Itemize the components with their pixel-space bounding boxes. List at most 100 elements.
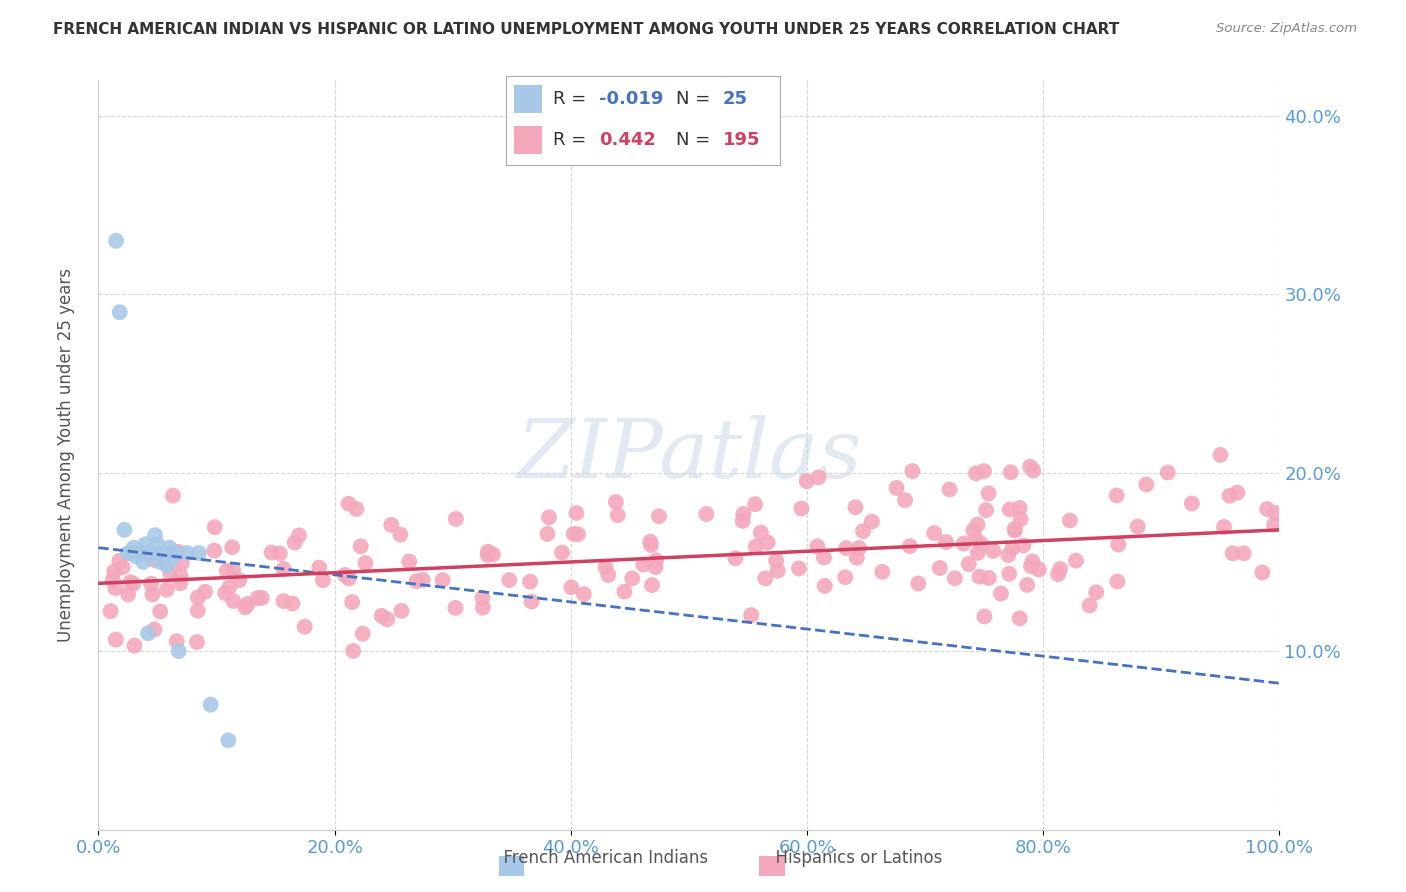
Point <box>204 520 226 534</box>
Point <box>108 554 131 568</box>
Point <box>852 524 875 538</box>
Point <box>633 558 655 572</box>
Point <box>965 467 987 481</box>
Point <box>284 535 307 549</box>
Point <box>572 587 595 601</box>
Point <box>354 556 377 570</box>
Point <box>520 594 543 608</box>
Point <box>744 497 766 511</box>
Point <box>1028 563 1050 577</box>
Point <box>638 534 661 549</box>
Point <box>246 591 269 606</box>
Point <box>1226 485 1249 500</box>
Point <box>613 584 636 599</box>
Point <box>228 573 250 587</box>
Point <box>886 481 908 495</box>
Point <box>103 565 125 579</box>
Point <box>519 574 541 589</box>
Point <box>222 563 245 577</box>
Point <box>132 555 155 569</box>
Point <box>202 543 225 558</box>
Point <box>1012 539 1035 553</box>
Point <box>966 517 988 532</box>
Point <box>560 580 582 594</box>
Point <box>740 608 762 623</box>
Point <box>845 550 868 565</box>
Point <box>156 582 179 597</box>
Point <box>922 526 945 541</box>
Text: N =: N = <box>676 131 716 149</box>
Point <box>966 546 988 560</box>
Point <box>136 626 159 640</box>
Point <box>222 594 245 608</box>
Point <box>1085 585 1108 599</box>
Point <box>1135 477 1157 491</box>
Point <box>1107 574 1129 589</box>
Point <box>120 575 142 590</box>
Point <box>943 571 966 585</box>
Point <box>1010 512 1032 526</box>
Point <box>139 576 162 591</box>
Point <box>160 551 183 566</box>
Point <box>1017 578 1039 592</box>
Point <box>169 569 191 583</box>
Point <box>965 532 987 546</box>
Point <box>641 578 664 592</box>
Point <box>973 464 995 478</box>
Point <box>567 527 589 541</box>
Point <box>894 493 917 508</box>
Text: R =: R = <box>553 90 592 108</box>
Point <box>117 546 139 560</box>
Point <box>621 571 644 585</box>
Text: 0.442: 0.442 <box>599 131 657 149</box>
Point <box>606 508 628 523</box>
Point <box>595 560 617 574</box>
Point <box>806 539 828 553</box>
Point <box>269 546 291 560</box>
Point <box>1105 488 1128 502</box>
Point <box>412 573 434 587</box>
Point <box>998 566 1021 581</box>
Point <box>1219 489 1241 503</box>
Point <box>111 560 134 574</box>
Point <box>104 581 127 595</box>
Point <box>733 507 755 521</box>
Point <box>756 535 779 549</box>
Point <box>754 571 776 585</box>
Point <box>1004 522 1026 536</box>
Point <box>1064 554 1087 568</box>
Point <box>1264 506 1286 520</box>
Point <box>104 632 127 647</box>
Point <box>1019 459 1042 474</box>
Text: R =: R = <box>553 131 592 149</box>
Text: 25: 25 <box>723 90 748 108</box>
Point <box>187 591 209 605</box>
Point <box>218 580 240 594</box>
Point <box>565 506 588 520</box>
Point <box>294 620 316 634</box>
Point <box>848 541 870 555</box>
Point <box>598 567 620 582</box>
Point <box>308 560 330 574</box>
Point <box>170 556 193 570</box>
Point <box>141 587 163 601</box>
Point <box>1008 500 1031 515</box>
Point <box>143 623 166 637</box>
Point <box>990 586 1012 600</box>
Point <box>352 626 374 640</box>
Point <box>952 536 974 550</box>
Point <box>122 541 145 555</box>
Point <box>337 497 360 511</box>
Y-axis label: Unemployment Among Youth under 25 years: Unemployment Among Youth under 25 years <box>56 268 75 642</box>
Bar <box>515 85 541 113</box>
Point <box>1256 502 1278 516</box>
Point <box>536 527 558 541</box>
Point <box>281 597 304 611</box>
Point <box>1107 538 1129 552</box>
Point <box>745 540 768 554</box>
Point <box>1000 465 1022 479</box>
Point <box>970 537 993 551</box>
Point <box>146 551 169 566</box>
Point <box>105 234 128 248</box>
Point <box>149 605 172 619</box>
